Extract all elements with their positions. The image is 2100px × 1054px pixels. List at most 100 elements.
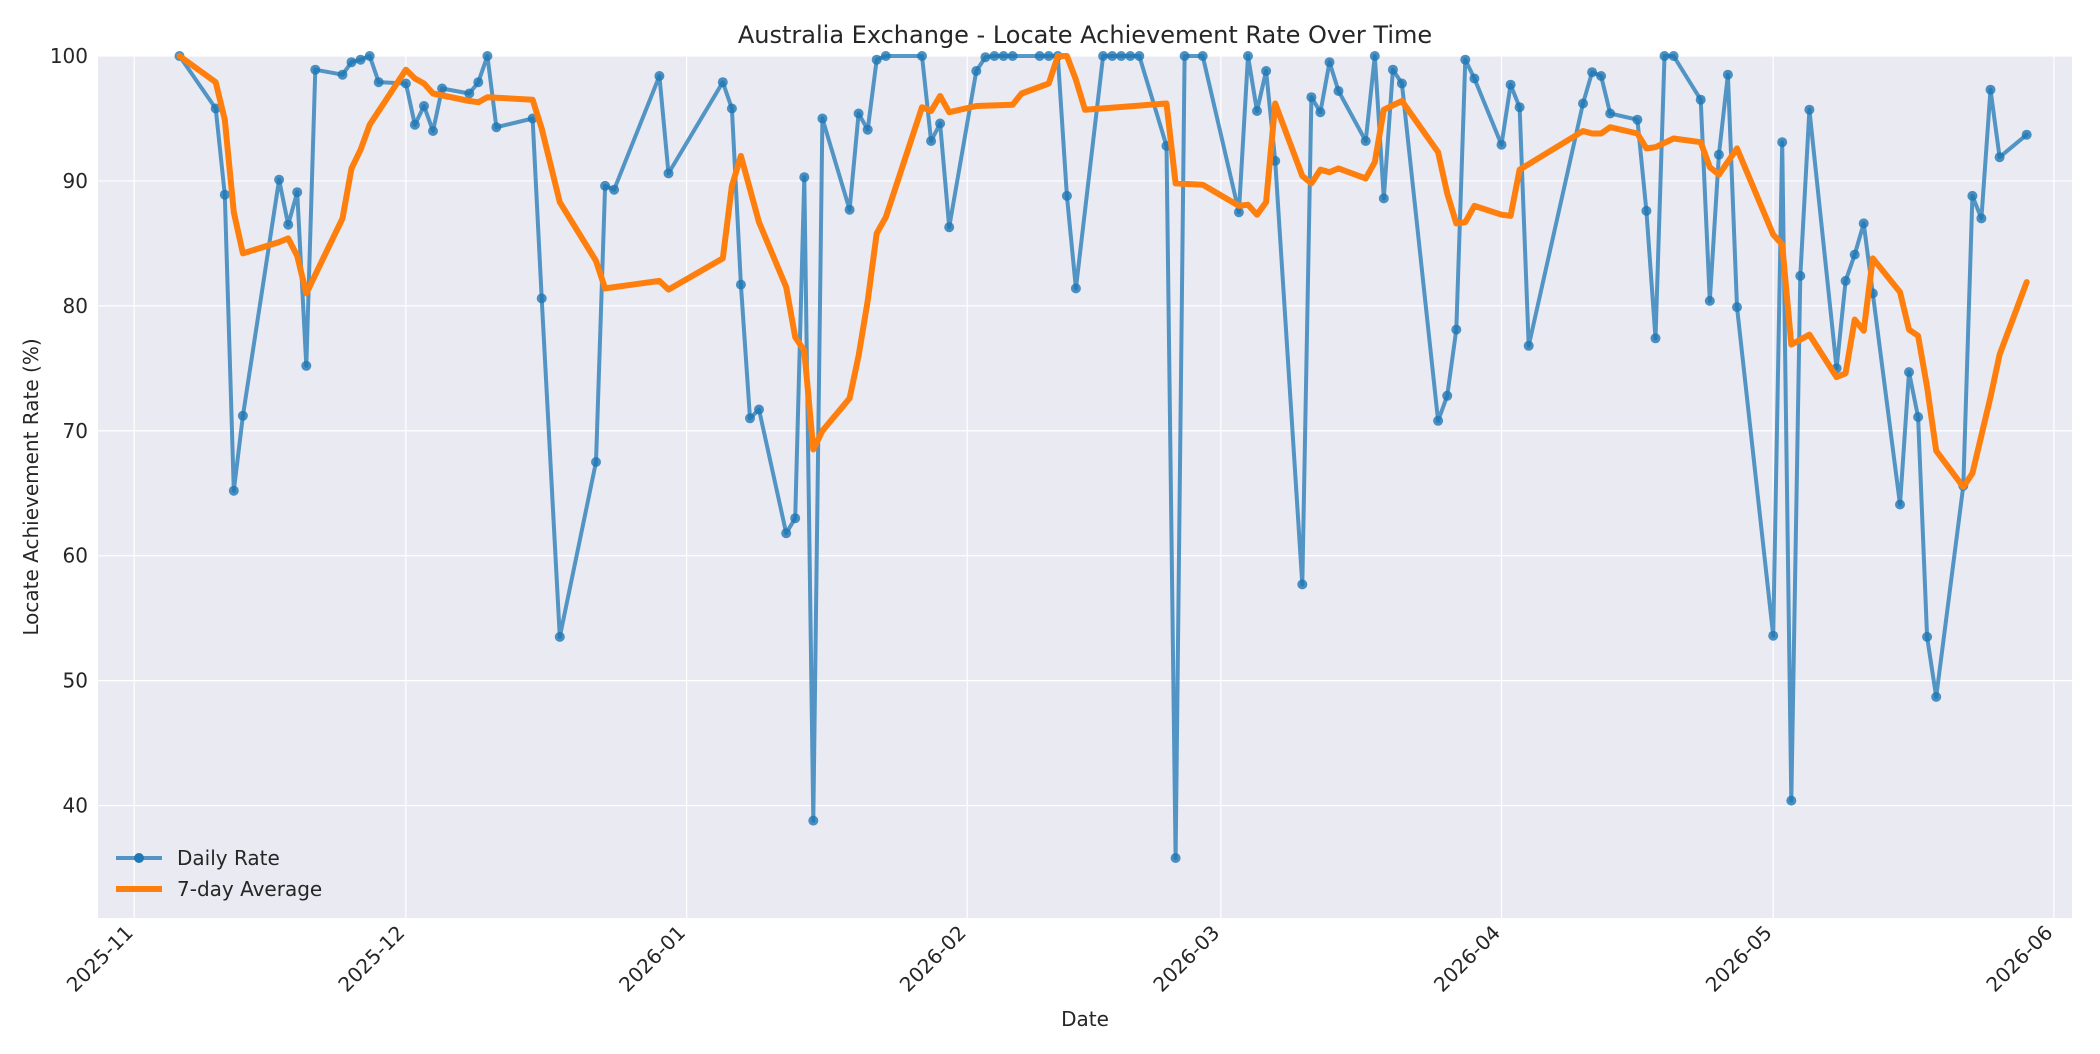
y-tick-label: 40 (63, 794, 88, 818)
data-point (1713, 149, 1724, 160)
data-point (409, 119, 420, 130)
data-point (1306, 92, 1317, 103)
data-point (799, 172, 810, 183)
data-point (1369, 51, 1380, 61)
data-point (1107, 51, 1118, 61)
data-point (817, 113, 828, 124)
data-point (1587, 67, 1598, 78)
data-point (1252, 106, 1262, 116)
data-point (1297, 579, 1308, 590)
y-tick-label: 50 (63, 669, 88, 693)
data-point (1505, 79, 1516, 90)
data-point (808, 815, 819, 826)
data-point (1777, 137, 1788, 148)
data-point (735, 279, 746, 290)
data-point (373, 77, 384, 88)
data-point (1732, 302, 1742, 313)
data-point (1786, 795, 1797, 806)
data-point (1913, 412, 1924, 422)
data-point (1804, 104, 1815, 115)
legend-label-7-day-average: 7-day Average (177, 877, 322, 901)
data-point (1243, 51, 1253, 61)
data-point (989, 51, 1000, 61)
data-point (428, 126, 438, 136)
data-point (237, 410, 248, 421)
y-tick-label: 100 (50, 44, 88, 68)
data-point (464, 88, 475, 99)
data-point (283, 219, 294, 230)
y-tick-label: 60 (63, 544, 88, 568)
data-point (1098, 51, 1109, 61)
data-point (1849, 249, 1860, 260)
data-point (1233, 207, 1244, 218)
data-point (654, 71, 665, 81)
data-point (1668, 51, 1679, 61)
y-tick-label: 70 (63, 419, 88, 443)
legend-marker-daily-rate (134, 853, 144, 863)
data-point (1070, 283, 1081, 294)
data-point (1695, 94, 1706, 105)
series (174, 51, 2032, 863)
data-point (228, 485, 239, 496)
data-point (1632, 114, 1643, 125)
data-point (210, 103, 221, 114)
data-point (1433, 415, 1444, 426)
data-point (1324, 57, 1335, 68)
data-point (355, 54, 366, 65)
grid (98, 55, 2072, 918)
data-point (1387, 64, 1398, 75)
data-point (1043, 51, 1054, 61)
data-point (1596, 71, 1607, 81)
data-point (2021, 129, 2032, 140)
data-point (1858, 218, 1869, 229)
data-point (944, 222, 955, 233)
data-point (980, 52, 991, 63)
data-point (1442, 390, 1453, 401)
chart-title: Australia Exchange - Locate Achievement … (738, 21, 1432, 49)
data-point (591, 457, 601, 467)
data-point (364, 51, 375, 61)
legend: Daily Rate 7-day Average (116, 846, 322, 901)
data-point (274, 174, 285, 185)
data-point (1840, 275, 1851, 286)
data-point (1605, 108, 1616, 119)
data-point (1922, 631, 1933, 642)
data-point (554, 631, 565, 642)
data-point (917, 51, 927, 61)
data-point (935, 118, 946, 129)
x-tick-label: 2026-06 (1981, 921, 2057, 997)
data-point (1496, 139, 1507, 150)
data-point (754, 404, 764, 415)
data-point (1116, 51, 1127, 61)
x-tick-label: 2026-02 (895, 921, 971, 997)
data-point (717, 77, 728, 88)
series-line-7-day-average (176, 53, 2030, 490)
data-point (1895, 499, 1905, 510)
data-point (1125, 51, 1136, 61)
data-point (1061, 190, 1072, 201)
x-tick-label: 2025-12 (333, 921, 409, 997)
data-point (1768, 630, 1779, 641)
x-tick-label: 2025-11 (62, 921, 138, 997)
data-point (971, 66, 982, 76)
data-point (219, 189, 230, 200)
data-point (1976, 213, 1987, 224)
data-point (1034, 51, 1045, 61)
data-point (1333, 86, 1344, 96)
x-tick-label: 2026-04 (1429, 921, 1505, 997)
data-point (419, 101, 429, 111)
y-tick-label: 80 (63, 294, 88, 318)
data-point (491, 122, 502, 133)
data-point (1967, 190, 1978, 201)
x-tick-label: 2026-01 (614, 921, 690, 997)
x-axis-label: Date (1061, 1007, 1109, 1031)
data-point (844, 204, 855, 215)
data-point (1360, 136, 1371, 146)
legend-label-daily-rate: Daily Rate (177, 846, 280, 870)
data-point (1985, 84, 1996, 95)
data-point (1170, 853, 1181, 863)
data-point (1460, 54, 1471, 65)
data-point (745, 413, 755, 424)
